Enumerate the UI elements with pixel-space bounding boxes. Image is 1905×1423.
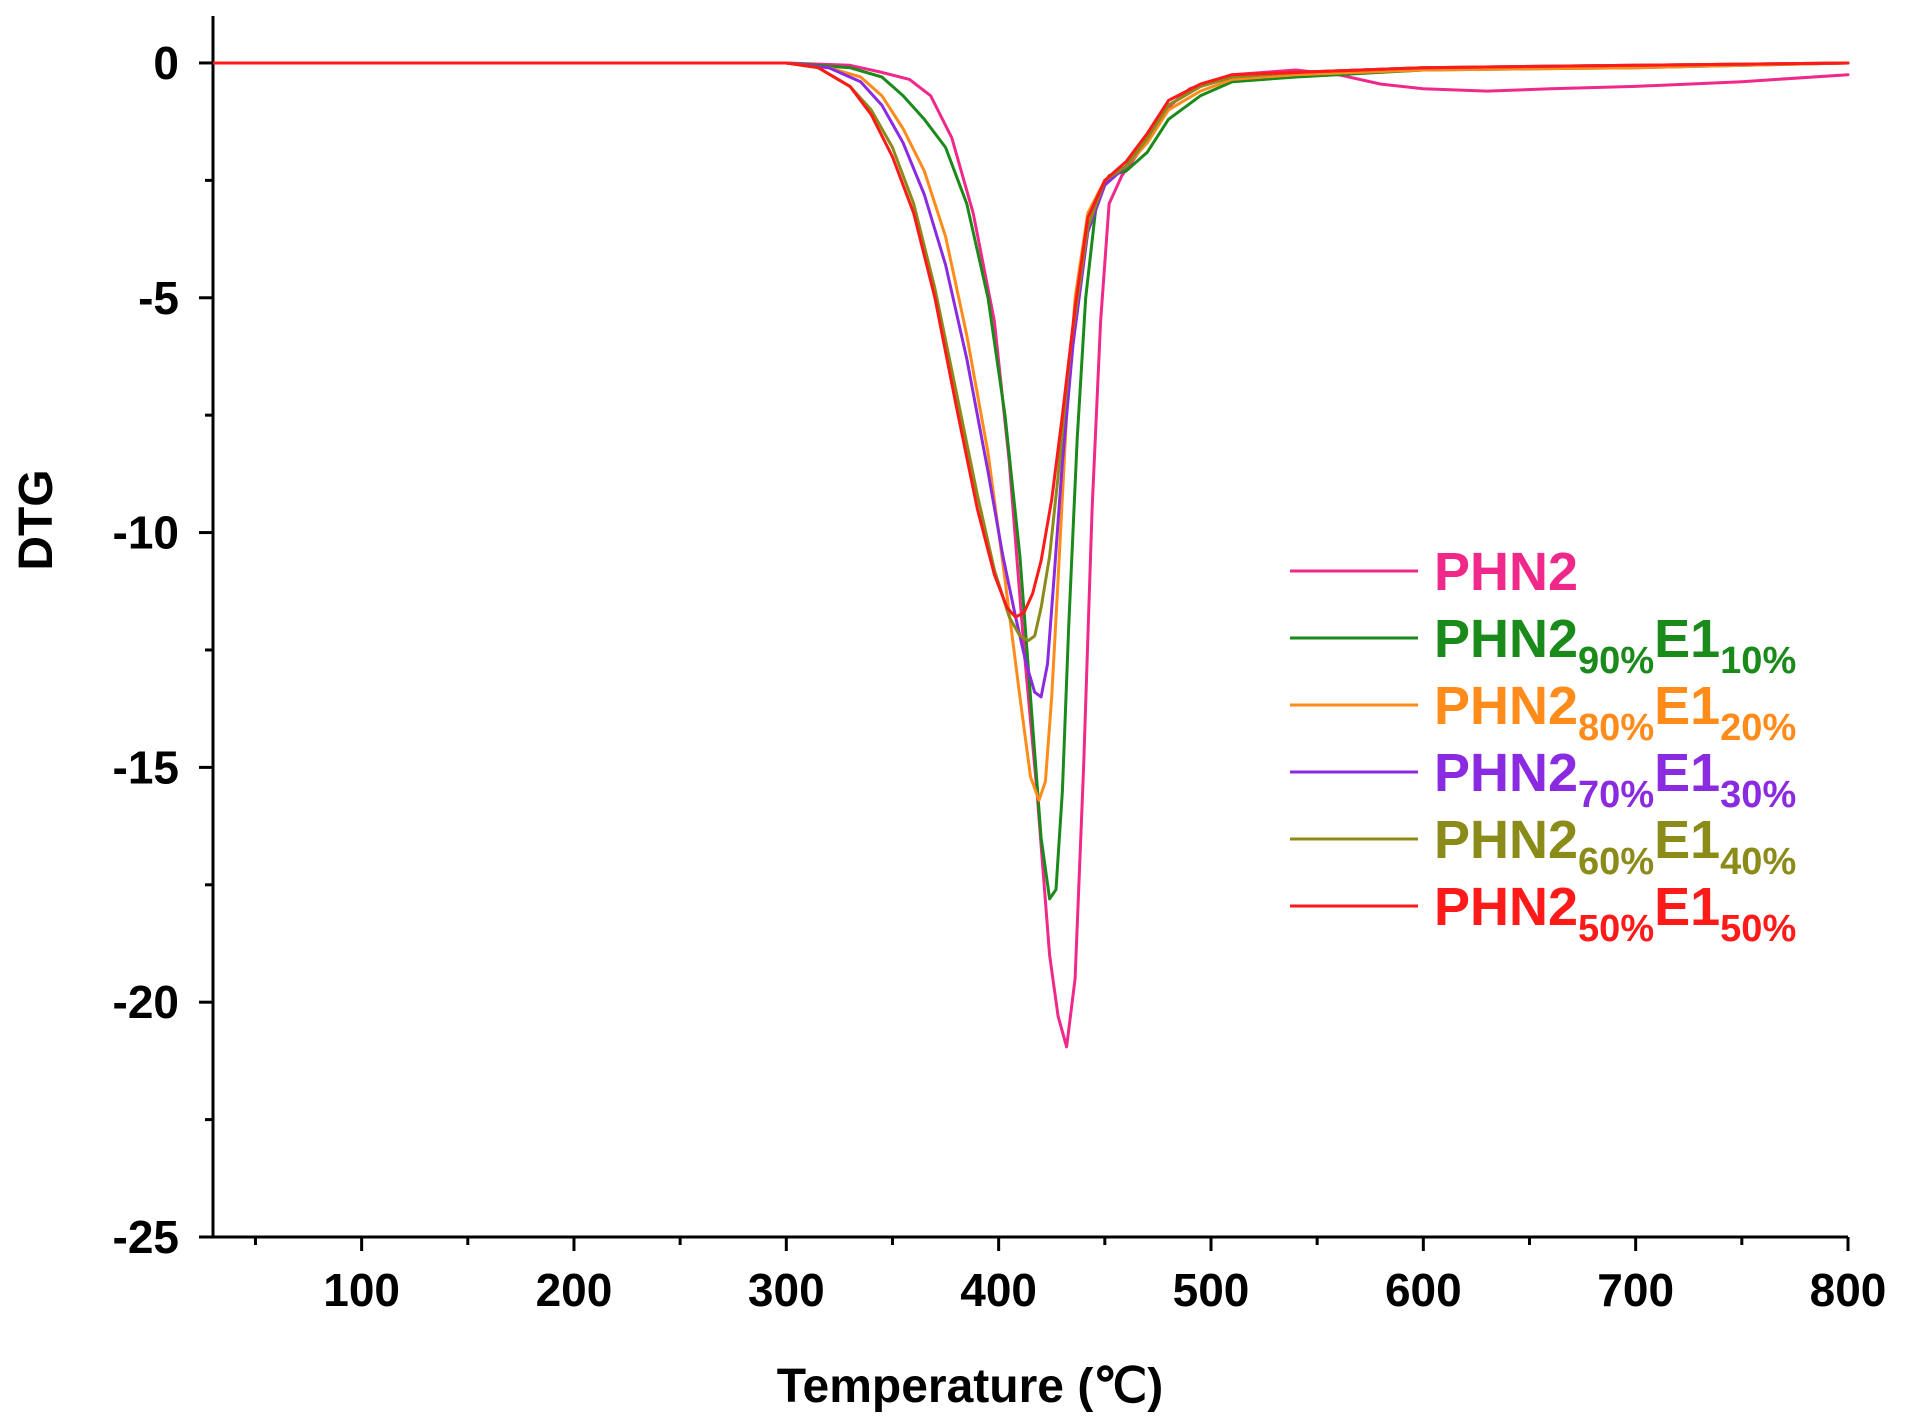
legend-subscript: 70%	[1578, 774, 1654, 816]
legend-text-part: E1	[1654, 810, 1720, 870]
x-tick-label: 600	[1385, 1264, 1462, 1316]
y-tick-label: -25	[113, 1211, 179, 1263]
legend: PHN2PHN290%E110%PHN280%E120%PHN270%E130%…	[1290, 542, 1796, 950]
legend-subscript: 10%	[1720, 640, 1796, 682]
legend-label-4: PHN270%E130%	[1434, 743, 1796, 816]
x-tick-label: 700	[1597, 1264, 1674, 1316]
legend-label-6: PHN250%E150%	[1434, 877, 1796, 950]
legend-text-part: PHN2	[1434, 542, 1578, 602]
y-tick-label: -5	[138, 272, 179, 324]
legend-text-part: E1	[1654, 676, 1720, 736]
y-axis-title: DTG	[10, 469, 63, 570]
y-tick-label: -15	[113, 741, 179, 793]
legend-subscript: 60%	[1578, 841, 1654, 883]
y-tick-label: -20	[113, 976, 179, 1028]
x-tick-label: 200	[536, 1264, 613, 1316]
x-axis: 100 200 300 400 500 600 700 800	[253, 1237, 1887, 1316]
legend-text-part: E1	[1654, 877, 1720, 937]
legend-label-1: PHN2	[1434, 542, 1578, 602]
legend-text-part: E1	[1654, 609, 1720, 669]
y-axis: 0 -5 -10 -15 -20 -25	[113, 37, 213, 1263]
legend-subscript: 50%	[1720, 908, 1796, 950]
x-tick-label: 400	[960, 1264, 1037, 1316]
x-tick-label: 500	[1173, 1264, 1250, 1316]
legend-subscript: 40%	[1720, 841, 1796, 883]
legend-subscript: 20%	[1720, 707, 1796, 749]
x-tick-label: 300	[748, 1264, 825, 1316]
series-line-3	[211, 61, 1850, 802]
plot-frame	[211, 16, 1848, 1239]
series-line-5	[211, 61, 1850, 643]
x-tick-label: 800	[1810, 1264, 1887, 1316]
legend-text-part: PHN2	[1434, 877, 1578, 937]
legend-text-part: PHN2	[1434, 810, 1578, 870]
legend-label-5: PHN260%E140%	[1434, 810, 1796, 883]
x-tick-label: 100	[323, 1264, 400, 1316]
legend-text-part: PHN2	[1434, 676, 1578, 736]
legend-text-part: E1	[1654, 743, 1720, 803]
legend-subscript: 50%	[1578, 908, 1654, 950]
series-line-6	[211, 61, 1850, 619]
legend-subscript: 80%	[1578, 707, 1654, 749]
legend-text-part: PHN2	[1434, 609, 1578, 669]
legend-subscript: 90%	[1578, 640, 1654, 682]
y-tick-label: -10	[113, 507, 179, 559]
legend-label-2: PHN290%E110%	[1434, 609, 1796, 682]
series-layer	[211, 61, 1850, 1049]
series-line-2	[211, 61, 1850, 901]
legend-label-3: PHN280%E120%	[1434, 676, 1796, 749]
series-line-1	[211, 61, 1850, 1049]
legend-subscript: 30%	[1720, 774, 1796, 816]
x-axis-title: Temperature (℃)	[777, 1360, 1163, 1413]
y-tick-label: 0	[153, 37, 179, 89]
legend-text-part: PHN2	[1434, 743, 1578, 803]
